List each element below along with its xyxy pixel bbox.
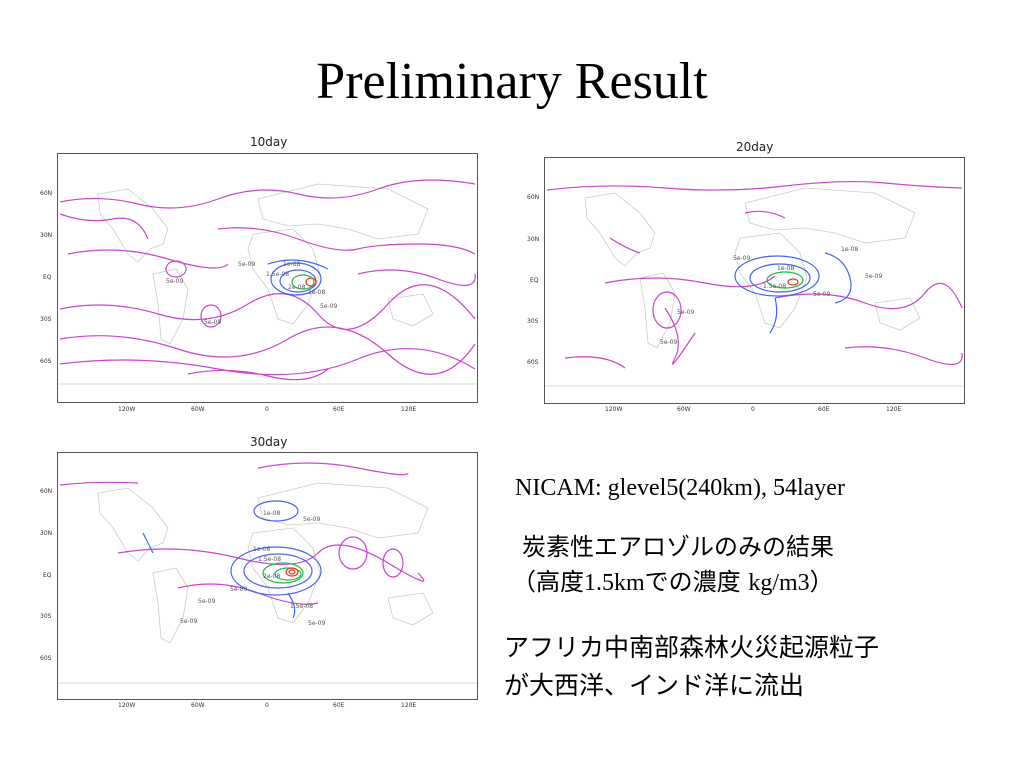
contour-map: 5e-09 1e-08 1.5e-08 5e-09 5e-09 1e-08 5e… <box>544 157 965 404</box>
x-tick-label: 60E <box>333 702 345 709</box>
panel-title: 20day <box>736 140 774 154</box>
contour-label: 1e-08 <box>283 261 300 268</box>
x-tick-label: 60W <box>191 406 205 413</box>
contours-low <box>59 179 476 381</box>
contours-peak <box>787 278 799 286</box>
contour-label: 2e-08 <box>288 284 305 291</box>
contour-label: 1e-08 <box>777 265 794 272</box>
contours-mid <box>734 252 852 334</box>
contour-label: 5e-09 <box>813 291 830 298</box>
x-tick-label: 120W <box>118 406 136 413</box>
x-tick-label: 0 <box>751 406 755 413</box>
contour-label: 1e-08 <box>308 289 325 296</box>
contour-label: 5e-09 <box>320 303 337 310</box>
contour-label: 1.5e-08 <box>290 603 313 610</box>
description-part: ） <box>809 568 834 596</box>
contour-label: 5e-09 <box>308 620 325 627</box>
contours-low <box>546 180 963 369</box>
x-tick-label: 60W <box>677 406 691 413</box>
contour-label: 1e-08 <box>841 246 858 253</box>
y-tick-label: 30S <box>40 316 52 323</box>
contour-label-group: 1e-08 5e-09 1e-08 1.5e-08 2e-08 5e-09 5e… <box>180 510 325 627</box>
x-tick-label: 120W <box>605 406 623 413</box>
contour-label: 5e-09 <box>204 319 221 326</box>
x-tick-label: 120W <box>118 702 136 709</box>
description-line-2: （高度1.5kmでの濃度 kg/m3） <box>512 562 834 597</box>
contours-high <box>766 271 804 289</box>
contour-label: 5e-09 <box>660 339 677 346</box>
contour-label: 5e-09 <box>303 516 320 523</box>
y-tick-label: 60S <box>527 359 539 366</box>
y-tick-label: 60S <box>40 655 52 662</box>
coastlines <box>58 183 477 385</box>
contour-label: 1.5e-08 <box>763 283 786 290</box>
contours-high <box>262 562 304 584</box>
model-description: NICAM: glevel5(240km), 54layer <box>515 475 845 501</box>
conclusion-line-1: アフリカ中南部森林火災起源粒子 <box>504 633 880 662</box>
contour-label: 5e-09 <box>238 261 255 268</box>
contour-map: 1e-08 5e-09 1e-08 1.5e-08 2e-08 5e-09 5e… <box>57 452 478 700</box>
y-tick-label: 30S <box>527 318 539 325</box>
x-tick-label: 0 <box>265 406 269 413</box>
contour-map: 5e-09 1e-08 1.5e-08 2e-08 5e-09 5e-09 5e… <box>57 153 478 403</box>
panel-title: 10day <box>250 135 288 149</box>
contour-map-graphic: 5e-09 1e-08 1.5e-08 2e-08 5e-09 5e-09 5e… <box>58 179 477 385</box>
contour-label: 2e-08 <box>263 573 280 580</box>
contours-peak <box>285 567 299 577</box>
y-tick-label: EQ <box>43 274 52 281</box>
contour-label: 1e-08 <box>263 510 280 517</box>
y-tick-label: 60S <box>40 358 52 365</box>
x-tick-label: 60W <box>191 702 205 709</box>
x-tick-label: 120E <box>401 406 417 413</box>
unit-text: kg/m3 <box>748 570 810 596</box>
x-tick-label: 120E <box>886 406 902 413</box>
contour-label: 5e-09 <box>733 255 750 262</box>
contours-peak <box>305 277 317 287</box>
y-tick-label: EQ <box>43 572 52 579</box>
contour-label: 5e-09 <box>198 598 215 605</box>
y-tick-label: 60N <box>40 190 53 197</box>
y-tick-label: 30N <box>40 530 53 537</box>
contour-label: 5e-09 <box>180 618 197 625</box>
y-tick-label: 60N <box>40 488 53 495</box>
contour-label-group: 5e-09 1e-08 1.5e-08 5e-09 5e-09 1e-08 5e… <box>660 246 882 346</box>
slide-title: Preliminary Result <box>316 53 708 110</box>
contour-label: 1.5e-08 <box>266 271 289 278</box>
contour-label: 5e-09 <box>677 309 694 316</box>
contours-low <box>59 462 425 605</box>
y-tick-label: EQ <box>530 277 539 284</box>
x-tick-label: 60E <box>818 406 830 413</box>
contour-label-group: 5e-09 1e-08 1.5e-08 2e-08 5e-09 5e-09 5e… <box>166 261 337 326</box>
altitude-value: 1.5km <box>584 570 645 596</box>
contour-map-graphic: 5e-09 1e-08 1.5e-08 5e-09 5e-09 1e-08 5e… <box>545 180 964 387</box>
contour-label: 1.5e-08 <box>258 556 281 563</box>
y-tick-label: 30N <box>40 232 53 239</box>
contour-label: 1e-08 <box>253 546 270 553</box>
contour-label: 5e-09 <box>865 273 882 280</box>
panel-title: 30day <box>250 435 288 449</box>
contour-label: 5e-09 <box>166 278 183 285</box>
x-tick-label: 0 <box>265 702 269 709</box>
y-tick-label: 30N <box>527 236 540 243</box>
conclusion-line-2: が大西洋、インド洋に流出 <box>504 671 805 700</box>
x-tick-label: 120E <box>401 702 417 709</box>
description-part: での濃度 <box>644 568 749 596</box>
description-line-1: 炭素性エアロゾルのみの結果 <box>522 533 834 561</box>
y-tick-label: 60N <box>527 194 540 201</box>
contours-high <box>291 274 315 290</box>
x-tick-label: 60E <box>333 406 345 413</box>
contour-label: 5e-09 <box>230 586 247 593</box>
contour-map-graphic: 1e-08 5e-09 1e-08 1.5e-08 2e-08 5e-09 5e… <box>58 462 477 684</box>
y-tick-label: 30S <box>40 613 52 620</box>
description-part: （高度 <box>512 568 584 596</box>
coastlines <box>545 187 964 387</box>
contours-mid <box>142 500 322 619</box>
